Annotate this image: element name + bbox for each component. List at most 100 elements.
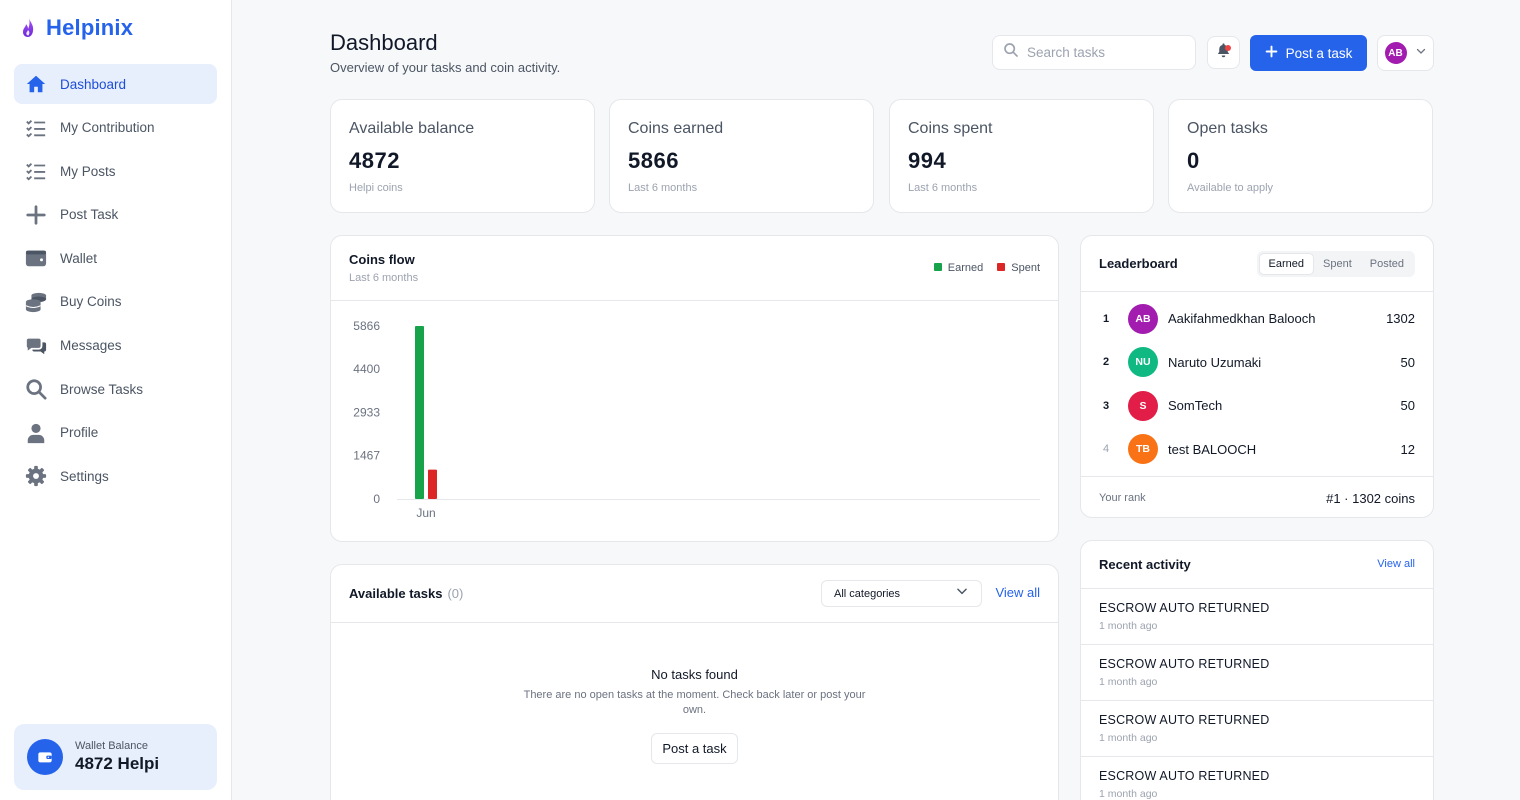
- sidebar-item-my-contribution[interactable]: My Contribution: [14, 108, 217, 148]
- coins-flow-header: Coins flow Last 6 months Earned Spent: [331, 236, 1058, 301]
- wallet-icon: [27, 739, 63, 775]
- sidebar-item-buy-coins[interactable]: Buy Coins: [14, 282, 217, 322]
- empty-state-post-task-button[interactable]: Post a task: [651, 733, 738, 764]
- sidebar-item-label: Post Task: [60, 207, 119, 223]
- your-rank-label: Your rank: [1099, 492, 1146, 504]
- sidebar-item-dashboard[interactable]: Dashboard: [14, 64, 217, 104]
- brand[interactable]: Helpinix: [20, 14, 133, 42]
- checklist-icon: [24, 159, 48, 183]
- leaderboard-rank: 1: [1103, 312, 1110, 325]
- sidebar-item-label: Profile: [60, 425, 99, 441]
- recent-activity-panel: Recent activity View all ESCROW AUTO RET…: [1080, 540, 1434, 800]
- coins-flow-chart: 0 1467 2933 4400 5866 Jun: [353, 319, 1040, 520]
- legend-spent: Spent: [997, 262, 1040, 274]
- sidebar-item-profile[interactable]: Profile: [14, 413, 217, 453]
- sidebar-item-label: Messages: [60, 338, 122, 354]
- leaderboard-panel: Leaderboard Earned Spent Posted 1 AB Aak…: [1080, 235, 1434, 518]
- leaderboard-row[interactable]: 4 TB test BALOOCH 12: [1081, 428, 1433, 472]
- leaderboard-name: test BALOOCH: [1168, 441, 1257, 457]
- leaderboard-name: Naruto Uzumaki: [1168, 354, 1262, 370]
- avatar: AB: [1128, 303, 1158, 334]
- stat-sub: Helpi coins: [349, 182, 403, 194]
- leaderboard-score: 50: [1400, 354, 1415, 370]
- stat-card-open-tasks: Open tasks 0 Available to apply: [1168, 99, 1433, 213]
- sidebar-item-label: My Contribution: [60, 120, 155, 136]
- profile-menu-button[interactable]: AB: [1377, 35, 1434, 71]
- activity-item[interactable]: ESCROW AUTO RETURNED 1 month ago: [1081, 644, 1433, 700]
- avatar: AB: [1384, 42, 1407, 64]
- notifications-button[interactable]: [1207, 36, 1240, 69]
- stat-value: 5866: [628, 148, 679, 173]
- wallet-balance-value: 4872 Helpi: [75, 754, 160, 773]
- search-box[interactable]: [992, 35, 1196, 70]
- sidebar-item-post-task[interactable]: Post Task: [14, 195, 217, 235]
- sidebar-item-label: My Posts: [60, 163, 116, 179]
- search-input[interactable]: [1027, 45, 1177, 60]
- activity-title: ESCROW AUTO RETURNED: [1099, 769, 1270, 783]
- empty-state-title: No tasks found: [651, 667, 738, 682]
- leaderboard-score: 1302: [1386, 311, 1415, 327]
- coins-icon: [24, 290, 48, 314]
- leaderboard-row[interactable]: 3 S SomTech 50: [1081, 384, 1433, 428]
- available-tasks-header: Available tasks (0) All categories View …: [331, 565, 1058, 623]
- leaderboard-score: 12: [1400, 441, 1415, 457]
- coins-flow-subtitle: Last 6 months: [349, 272, 419, 284]
- stat-card-coins-spent: Coins spent 994 Last 6 months: [889, 99, 1154, 213]
- leaderboard-score: 50: [1400, 398, 1415, 414]
- avatar: TB: [1128, 434, 1158, 465]
- y-tick-label: 1467: [353, 449, 380, 463]
- chevron-down-icon: [955, 584, 969, 603]
- wallet-icon: [24, 246, 48, 270]
- sidebar-item-label: Buy Coins: [60, 294, 122, 310]
- avatar: S: [1128, 390, 1158, 421]
- tab-earned[interactable]: Earned: [1258, 253, 1314, 275]
- post-task-label: Post a task: [1285, 45, 1353, 61]
- x-tick-label: Jun: [416, 506, 435, 520]
- tab-spent[interactable]: Spent: [1323, 258, 1352, 270]
- search-icon: [24, 377, 48, 401]
- activity-time: 1 month ago: [1099, 732, 1158, 744]
- leaderboard-name: SomTech: [1168, 398, 1223, 414]
- sidebar-item-label: Browse Tasks: [60, 381, 144, 397]
- sidebar-item-label: Settings: [60, 468, 109, 484]
- activity-item[interactable]: ESCROW AUTO RETURNED 1 month ago: [1081, 756, 1433, 800]
- stat-value: 994: [908, 148, 947, 173]
- activity-item[interactable]: ESCROW AUTO RETURNED 1 month ago: [1081, 700, 1433, 756]
- y-tick-label: 5866: [353, 319, 380, 333]
- y-tick-label: 2933: [353, 406, 380, 420]
- recent-activity-view-all-link[interactable]: View all: [1377, 558, 1415, 570]
- available-tasks-panel: Available tasks (0) All categories View …: [330, 564, 1059, 800]
- activity-title: ESCROW AUTO RETURNED: [1099, 713, 1270, 727]
- activity-item[interactable]: ESCROW AUTO RETURNED 1 month ago: [1081, 588, 1433, 644]
- leaderboard-row[interactable]: 2 NU Naruto Uzumaki 50: [1081, 341, 1433, 385]
- sidebar-item-label: Wallet: [60, 250, 98, 266]
- sidebar-item-browse-tasks[interactable]: Browse Tasks: [14, 369, 217, 409]
- leaderboard-row[interactable]: 1 AB Aakifahmedkhan Balooch 1302: [1081, 297, 1433, 341]
- sidebar-item-wallet[interactable]: Wallet: [14, 238, 217, 278]
- activity-time: 1 month ago: [1099, 788, 1158, 800]
- search-icon: [1003, 42, 1019, 63]
- post-task-button[interactable]: Post a task: [1250, 35, 1367, 71]
- activity-title: ESCROW AUTO RETURNED: [1099, 601, 1270, 615]
- tab-posted[interactable]: Posted: [1369, 258, 1404, 270]
- plus-icon: [24, 203, 48, 227]
- legend-earned-label: Earned: [947, 262, 984, 274]
- home-icon: [24, 72, 48, 96]
- category-select[interactable]: All categories: [821, 580, 982, 607]
- sidebar-item-messages[interactable]: Messages: [14, 326, 217, 366]
- y-tick-label: 4400: [353, 362, 380, 376]
- plus-icon: [1265, 45, 1278, 61]
- coins-flow-title: Coins flow: [349, 252, 415, 267]
- sidebar-item-settings[interactable]: Settings: [14, 456, 217, 496]
- stat-label: Open tasks: [1187, 120, 1268, 137]
- leaderboard-header: Leaderboard Earned Spent Posted: [1081, 236, 1433, 292]
- wallet-balance-card[interactable]: Wallet Balance 4872 Helpi: [14, 724, 217, 790]
- sidebar-item-my-posts[interactable]: My Posts: [14, 151, 217, 191]
- wallet-balance-label: Wallet Balance: [75, 740, 148, 752]
- coins-flow-panel: Coins flow Last 6 months Earned Spent 0 1…: [330, 235, 1059, 542]
- page-title: Dashboard: [330, 30, 438, 55]
- available-tasks-title: Available tasks: [349, 586, 443, 601]
- your-rank-row: Your rank #1 · 1302 coins: [1081, 476, 1433, 517]
- legend-spent-label: Spent: [1011, 262, 1040, 274]
- available-tasks-view-all-link[interactable]: View all: [995, 585, 1040, 600]
